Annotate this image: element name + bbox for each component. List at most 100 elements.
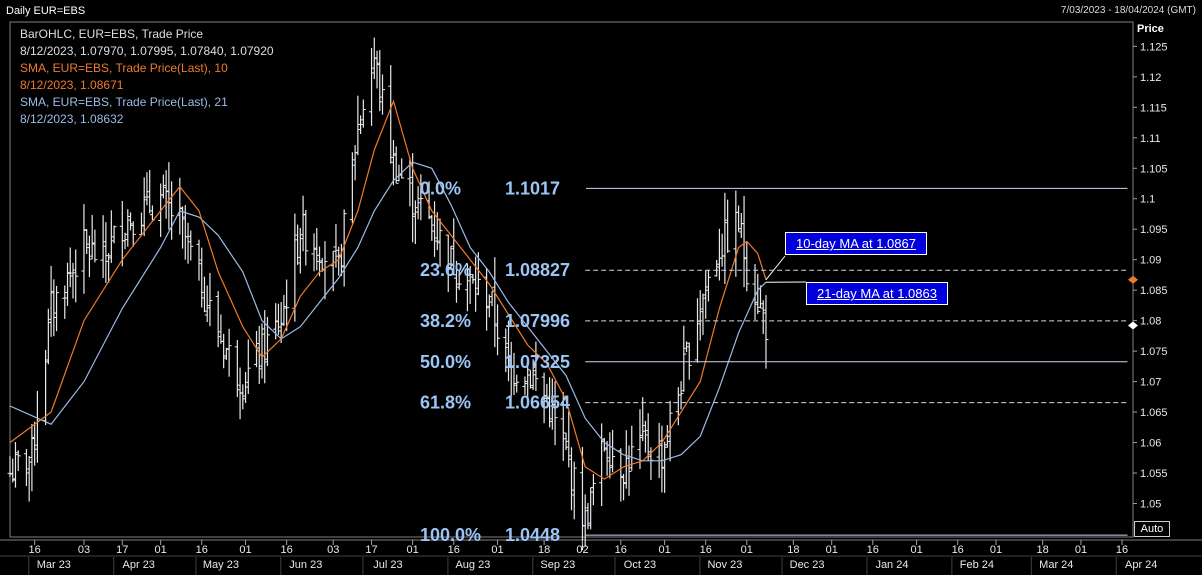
ohlc-bar [374, 50, 380, 89]
auto-scale-button[interactable]: Auto [1134, 521, 1170, 537]
ohlc-bar [201, 276, 207, 313]
ohlc-bar [160, 174, 166, 199]
chart-title[interactable]: Daily EUR=EBS [6, 5, 86, 17]
ma10-callout[interactable]: 10-day MA at 1.0867 [785, 232, 927, 255]
x-tick-label: 16 [448, 544, 460, 556]
ohlc-bar [681, 325, 687, 392]
ohlc-bar [341, 209, 347, 287]
x-tick-label: 03 [78, 544, 90, 556]
ohlc-bar [188, 230, 194, 261]
x-month-label: Jul 23 [373, 559, 402, 571]
ohlc-bar [67, 247, 73, 288]
x-month-label: Dec 23 [790, 559, 825, 571]
ohlc-bar [352, 145, 358, 181]
x-tick-label: 01 [990, 544, 1002, 556]
ohlc-bar [456, 269, 462, 290]
ohlc-bar [166, 162, 172, 230]
ohlc-bar [694, 298, 700, 363]
ohlc-bar [467, 266, 473, 304]
ohlc-bar [552, 381, 558, 446]
ohlc-bar [752, 264, 758, 320]
ohlc-bar [311, 233, 317, 272]
fib-level-value: 1.0448 [505, 525, 560, 545]
x-tick-label: 16 [615, 544, 627, 556]
ohlc-bar [390, 140, 396, 186]
y-axis: 1.05 1.055 1.06 1.065 1.07 1.075 1.08 1.085 1.09… [1133, 41, 1168, 510]
sma21-layer [9, 161, 767, 462]
ohlc-bar [667, 400, 673, 462]
ohlc-bar [725, 199, 731, 253]
fib-level-value: 1.06654 [505, 393, 570, 413]
x-tick-label: 18 [1036, 544, 1048, 556]
ohlc-bar [432, 201, 438, 257]
x-axis: 16 03 17 01 16 01 16 03 17 01 16 01 18 02 16 01 16 01 18 01… [28, 540, 1157, 575]
ohlc-bar [26, 455, 32, 502]
ohlc-bar [429, 215, 435, 241]
ohlc-bar [218, 314, 224, 344]
x-month-label: Apr 23 [123, 559, 155, 571]
ohlc-bar [741, 195, 747, 288]
ohlc-bar [489, 290, 495, 307]
x-tick-label: 01 [741, 544, 753, 556]
ohlc-bar [122, 232, 128, 250]
ohlc-bar [89, 214, 95, 260]
ohlc-bar [623, 430, 629, 489]
ohlc-bar [243, 372, 249, 403]
ohlc-bar [62, 285, 68, 319]
y-tick-label: 1.08 [1140, 316, 1161, 328]
ohlc-bar [719, 233, 725, 267]
y-tick-label: 1.065 [1140, 407, 1168, 419]
ohlc-bar [185, 222, 191, 264]
ohlc-bar [700, 293, 706, 336]
ma21-callout[interactable]: 21-day MA at 1.0863 [806, 282, 948, 305]
ohlc-bar [640, 397, 646, 442]
y-tick-label: 1.115 [1140, 102, 1167, 114]
ohlc-bar [92, 229, 98, 263]
ohlc-bar [295, 224, 301, 265]
ohlc-bar [108, 210, 114, 263]
ohlc-bar [45, 308, 51, 365]
ohlc-bar [300, 195, 306, 252]
ohlc-bar [585, 503, 591, 530]
ohlc-bar [664, 425, 670, 448]
y-tick-label: 1.085 [1140, 285, 1168, 297]
y-tick-label: 1.055 [1140, 468, 1168, 480]
ohlc-bar [314, 228, 320, 271]
ohlc-bar [738, 213, 744, 238]
fib-level-value: 1.07325 [505, 352, 570, 372]
ohlc-bar [199, 247, 205, 308]
ohlc-bar [141, 177, 147, 237]
ohlc-bar [760, 300, 766, 335]
ohlc-bar [256, 325, 262, 384]
x-tick-label: 01 [1075, 544, 1087, 556]
ohlc-bar [642, 420, 648, 453]
ohlc-bar [588, 487, 594, 530]
ohlc-bar [32, 421, 38, 466]
x-tick-label: 16 [281, 544, 293, 556]
y-tick-label: 1.09 [1140, 255, 1161, 267]
x-month-label: Mar 24 [1039, 559, 1073, 571]
ohlc-bar [103, 222, 109, 283]
ohlc-bar [637, 409, 643, 469]
ohlc-bar [703, 270, 709, 319]
x-month-label: Oct 23 [624, 559, 656, 571]
y-tick-label: 1.06 [1140, 438, 1161, 450]
x-tick-label: 01 [407, 544, 419, 556]
ohlc-bar [84, 228, 90, 254]
x-tick-label: 16 [952, 544, 964, 556]
ohlc-bar [705, 269, 711, 302]
ohlc-bar [377, 50, 383, 112]
x-tick-label: 01 [491, 544, 503, 556]
ohlc-bar [358, 115, 364, 135]
x-month-label: Sep 23 [540, 559, 575, 571]
ohlc-bar [226, 328, 232, 377]
ohlc-bar [380, 74, 386, 115]
y-tick-label: 1.075 [1140, 346, 1168, 358]
ohlc-bar [100, 215, 106, 279]
x-tick-label: 18 [787, 544, 799, 556]
ohlc-bar [303, 210, 309, 266]
ohlc-bar [755, 273, 761, 315]
ohlc-bar [237, 367, 243, 420]
